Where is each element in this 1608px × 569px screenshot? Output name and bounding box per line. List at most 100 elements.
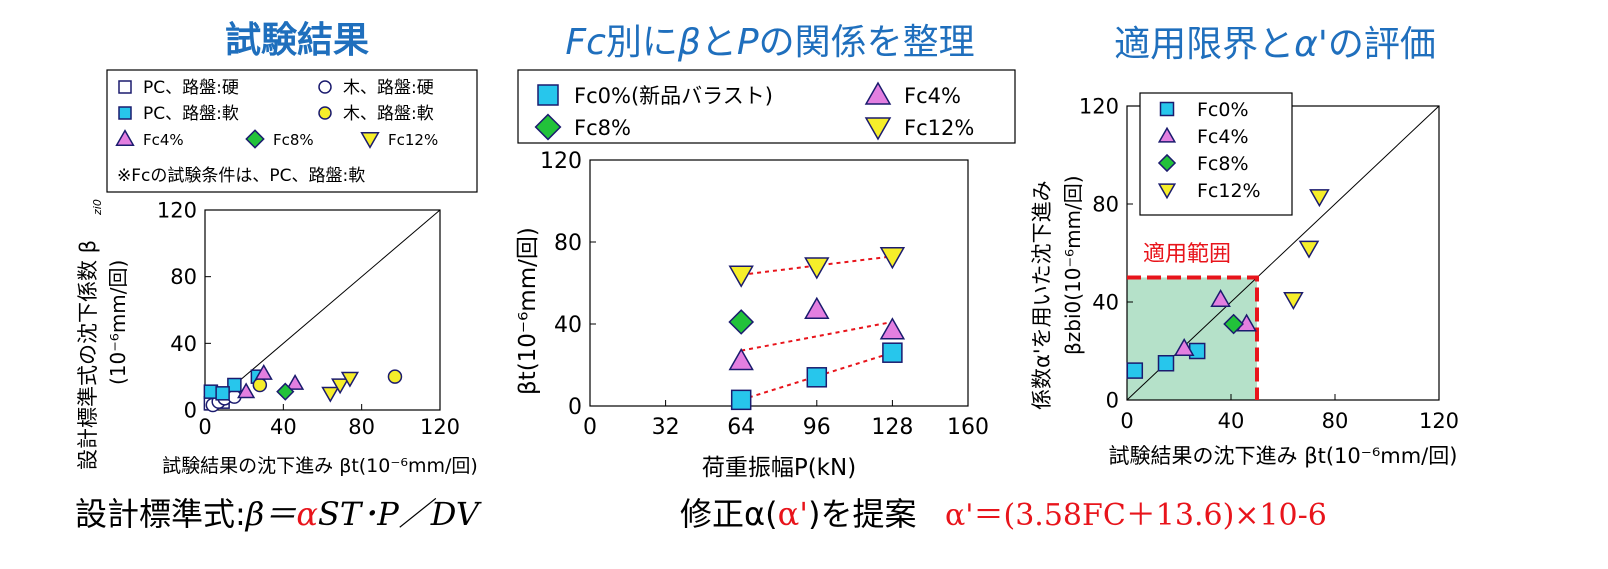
data-point [1210,289,1231,308]
data-point [1283,292,1304,311]
x-axis-label: 試験結果の沈下進み βt(10⁻⁶mm/回) [162,455,478,477]
legend-item: PC、路盤:硬 [118,78,239,98]
y-axis-subscript: zi0 [91,199,104,216]
y-tick-label: 80 [554,231,582,256]
x-tick-label: 120 [420,415,460,439]
data-point [237,382,256,399]
legend-box [106,69,478,193]
legend-item: Fc12% [864,116,974,141]
data-point [387,369,403,384]
x-axis-label: 荷重振幅P(kN) [702,455,856,481]
data-point [1157,355,1175,372]
legend-marker [864,81,892,105]
x-tick-label: 40 [1218,409,1245,433]
chart-alpha-evaluation: 0 40 80 120 0 40 80 120 適用範囲 Fc0% Fc4% Fc8% Fc12% 試験結… [1030,92,1459,468]
data-point [728,309,755,335]
legend-label: PC、路盤:硬 [143,78,239,98]
right-title-alpha: α' [1294,24,1328,65]
y-axis-unit: βzbi0(10⁻⁶mm/回) [1061,175,1085,355]
legend-label: Fc0% [1197,99,1249,121]
legend-item: Fc12% [360,131,438,149]
y-tick-label: 40 [170,332,197,356]
trend-line [740,351,893,401]
legend-label: Fc12% [1197,180,1261,202]
middle-title-part2: と [701,22,737,63]
legend-marker [118,106,132,120]
legend-marker [360,131,380,149]
legend-label: Fc4% [1197,126,1249,148]
x-tick-label: 0 [1120,409,1133,433]
x-tick-label: 80 [1322,409,1349,433]
chart-beta-vs-load: Fc0%(新品バラスト) Fc4% Fc8% Fc12% 0 32 64 96 128 160 0 4… [515,69,1016,481]
data-point [331,378,350,395]
legend-label: 木、路盤:軟 [343,104,434,124]
data-point [730,389,752,411]
trend-line [741,320,893,352]
design-formula-rest: ST･P／DV [318,495,482,533]
x-tick-label: 120 [1419,409,1459,433]
y-tick-label: 120 [157,199,197,223]
legend-box [517,69,1016,144]
legend-marker [245,129,265,149]
data-point [879,317,906,340]
proposal-text: 修正α(α')を提案 [680,495,917,533]
data-point [1223,313,1244,335]
proposal-formula: α'＝(3.58FC＋13.6)×10-6 [945,498,1327,533]
y-tick-label: 40 [1092,291,1119,315]
x-tick-label: 32 [652,415,680,440]
data-point [1298,240,1320,259]
middle-title-part3: の関係を整理 [759,22,975,63]
x-tick-label: 40 [270,415,297,439]
legend-label: Fc0%(新品バラスト) [574,84,773,108]
legend-marker [1157,126,1177,143]
data-point [1188,342,1206,360]
left-title: 試験結果 [225,20,369,61]
right-title-part1: 適用限界と [1114,24,1294,65]
legend-marker [1159,101,1175,117]
x-tick-label: 64 [727,415,755,440]
y-tick-label: 0 [568,395,582,420]
x-tick-label: 0 [583,415,597,440]
legend-label: Fc8% [574,116,631,140]
y-axis-unit: (10⁻⁶mm/回) [106,260,130,385]
applicable-range-border [1127,275,1259,400]
right-title: 適用限界とα'の評価 [1114,24,1436,65]
legend-item: 木、路盤:硬 [318,78,434,98]
proposal-part1: 修正α( [680,495,778,533]
y-axis-label: βt(10⁻⁶mm/回) [515,227,541,395]
x-tick-label: 80 [348,415,375,439]
y-tick-label: 0 [184,399,197,423]
y-tick-label: 40 [554,313,582,338]
legend-item: Fc0%(新品バラスト) [537,84,773,108]
legend-item: Fc8% [1157,153,1249,175]
y-tick-label: 80 [170,265,197,289]
legend-item: Fc8% [534,113,631,141]
x-axis-label: 試験結果の沈下進み βt(10⁻⁶mm/回) [1109,444,1458,468]
legend-marker [537,84,559,106]
legend-marker [864,117,892,141]
data-point [1126,362,1144,379]
middle-title-fc: Fc [565,22,606,63]
x-tick-label: 0 [198,415,211,439]
legend-item: Fc12% [1157,180,1261,202]
legend-item: PC、路盤:軟 [118,104,239,124]
middle-title-p: P [737,22,759,63]
legend-item: Fc8% [245,129,314,149]
data-point [254,364,273,380]
legend-label: Fc4% [143,131,184,149]
y-axis-label: 設計標準式の沈下係数 β [76,240,100,470]
data-point [879,247,906,270]
plot-frame [589,159,969,407]
legend-marker [118,80,132,94]
legend-marker [318,80,332,94]
legend-marker [115,129,135,147]
legend-label: Fc8% [1197,153,1249,175]
data-point [276,382,295,401]
legend-label: Fc4% [904,84,961,108]
legend-label: PC、路盤:軟 [143,104,239,124]
data-point [252,377,268,393]
data-point [1309,189,1330,208]
reference-line [204,209,441,411]
y-tick-label: 80 [1092,193,1119,217]
data-point [321,386,340,403]
